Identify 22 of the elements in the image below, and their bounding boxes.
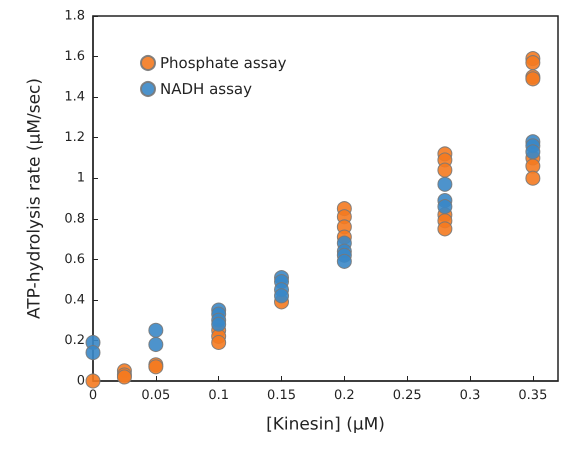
y-tick-label: 1.4 bbox=[64, 90, 85, 105]
legend-label: Phosphate assay bbox=[160, 54, 287, 72]
x-tick-label: 0.2 bbox=[334, 388, 355, 403]
x-tick-label: 0.3 bbox=[460, 388, 480, 403]
y-tick-label: 0.2 bbox=[64, 332, 85, 348]
y-tick-label: 0.6 bbox=[64, 252, 85, 267]
x-axis-title: [Kinesin] (µM) bbox=[266, 414, 385, 434]
x-tick-label: 0.05 bbox=[141, 388, 170, 403]
x-tick-label: 0.15 bbox=[267, 388, 296, 403]
y-tick-label: 1.6 bbox=[64, 49, 85, 64]
y-tick-label: 1 bbox=[76, 170, 85, 186]
legend-label: NADH assay bbox=[160, 80, 252, 98]
x-tick-label: 0.1 bbox=[208, 388, 230, 403]
x-tick-label: 0 bbox=[88, 388, 98, 403]
y-axis-title: ATP-hydrolysis rate (µM/sec) bbox=[24, 78, 44, 320]
x-tick-label: 0.25 bbox=[392, 388, 422, 403]
y-tick-label: 0.4 bbox=[64, 292, 85, 308]
y-tick-label: 1.8 bbox=[64, 8, 85, 24]
y-tick-label: 1.2 bbox=[64, 130, 85, 146]
y-tick-label: 0.8 bbox=[64, 211, 85, 226]
y-tick-label: 0 bbox=[76, 374, 85, 388]
x-tick-label: 0.35 bbox=[518, 388, 548, 403]
